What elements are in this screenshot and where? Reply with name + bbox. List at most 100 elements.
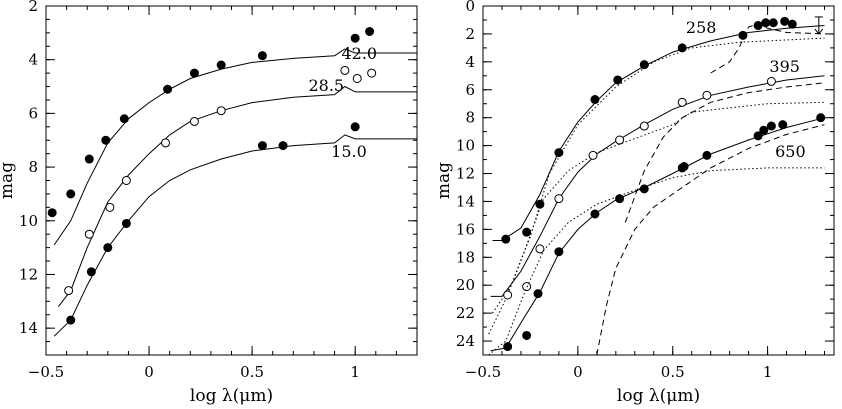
open-point bbox=[352, 73, 362, 83]
open-point bbox=[677, 97, 687, 107]
y-tick-label: 4 bbox=[465, 53, 475, 71]
filled-point bbox=[590, 95, 600, 105]
filled-point bbox=[257, 51, 267, 61]
filled-point bbox=[753, 131, 763, 141]
y-tick-label: 10 bbox=[456, 137, 475, 155]
y-tick-label: 12 bbox=[19, 265, 38, 283]
x-axis-label: log λ(μm) bbox=[190, 386, 273, 406]
y-tick-label: 4 bbox=[28, 51, 38, 69]
model-curve-15.0 bbox=[53, 134, 417, 337]
filled-point bbox=[119, 114, 129, 124]
dotted-model-395 bbox=[488, 101, 825, 335]
y-tick-label: 6 bbox=[28, 104, 38, 122]
open-point bbox=[766, 76, 776, 86]
plot-area bbox=[47, 27, 417, 337]
filled-point bbox=[47, 208, 57, 218]
open-point bbox=[615, 135, 625, 145]
x-axis-label: log λ(μm) bbox=[617, 386, 700, 406]
filled-point bbox=[522, 227, 532, 237]
filled-point bbox=[66, 315, 76, 325]
filled-point bbox=[753, 21, 763, 31]
filled-point bbox=[613, 75, 623, 85]
open-point bbox=[503, 290, 513, 300]
y-tick-label: 0 bbox=[465, 0, 475, 15]
open-point bbox=[702, 90, 712, 100]
filled-point bbox=[278, 141, 288, 151]
y-tick-label: 10 bbox=[19, 212, 38, 230]
filled-point bbox=[189, 68, 199, 78]
open-point bbox=[639, 121, 649, 131]
curve-label: 258 bbox=[686, 18, 717, 37]
filled-point bbox=[365, 27, 375, 37]
y-tick-label: 2 bbox=[28, 0, 38, 15]
y-tick-label: 18 bbox=[456, 248, 475, 266]
x-tick-label: 0.5 bbox=[661, 363, 685, 381]
y-tick-label: 8 bbox=[28, 158, 38, 176]
y-tick-label: 20 bbox=[456, 276, 475, 294]
x-tick-label: 0.5 bbox=[240, 363, 264, 381]
filled-point bbox=[350, 33, 360, 43]
open-point bbox=[161, 138, 171, 148]
open-point bbox=[84, 229, 94, 239]
open-point bbox=[105, 202, 115, 212]
open-point bbox=[340, 65, 350, 75]
filled-point bbox=[257, 141, 267, 151]
filled-point bbox=[738, 30, 748, 40]
filled-point bbox=[677, 43, 687, 53]
open-point bbox=[189, 116, 199, 126]
filled-point bbox=[679, 162, 689, 172]
model-curve-395 bbox=[490, 75, 825, 297]
open-point bbox=[522, 282, 532, 292]
filled-point bbox=[768, 18, 778, 28]
y-tick-label: 16 bbox=[456, 220, 475, 238]
filled-point bbox=[533, 289, 543, 299]
filled-point bbox=[121, 218, 131, 228]
y-tick-label: 22 bbox=[456, 304, 475, 322]
filled-point bbox=[163, 84, 173, 94]
filled-point bbox=[66, 189, 76, 199]
curve-label: 28.5 bbox=[308, 76, 344, 95]
open-point bbox=[367, 68, 377, 78]
open-point bbox=[535, 244, 545, 254]
filled-point bbox=[787, 19, 797, 29]
filled-point bbox=[778, 120, 788, 130]
x-tick-label: 0 bbox=[573, 363, 583, 381]
y-tick-label: 2 bbox=[465, 25, 475, 43]
x-tick-label: −0.5 bbox=[28, 363, 64, 381]
filled-point bbox=[766, 121, 776, 131]
y-axis-label: mag bbox=[434, 162, 454, 199]
curve-label: 15.0 bbox=[331, 142, 367, 161]
filled-point bbox=[501, 234, 511, 244]
open-point bbox=[588, 150, 598, 160]
filled-point bbox=[759, 125, 769, 135]
filled-point bbox=[101, 135, 111, 145]
filled-point bbox=[522, 330, 532, 340]
filled-point bbox=[216, 60, 226, 70]
dotted-model-650 bbox=[488, 167, 825, 355]
filled-point bbox=[350, 122, 360, 132]
filled-point bbox=[590, 209, 600, 219]
x-tick-label: 0 bbox=[144, 363, 154, 381]
filled-point bbox=[780, 16, 790, 26]
y-tick-label: 14 bbox=[19, 319, 38, 337]
filled-point bbox=[639, 184, 649, 194]
filled-point bbox=[503, 342, 513, 352]
dashed-model-395 bbox=[624, 82, 825, 223]
filled-point bbox=[702, 150, 712, 160]
y-axis-label: mag bbox=[0, 162, 17, 199]
filled-point bbox=[816, 113, 826, 123]
open-point bbox=[554, 194, 564, 204]
plot-area bbox=[488, 16, 826, 355]
model-curve-42.0 bbox=[53, 48, 417, 246]
x-tick-label: 1 bbox=[350, 363, 360, 381]
upper-limit-arrow bbox=[814, 28, 824, 35]
curve-label: 395 bbox=[769, 57, 800, 76]
y-tick-label: 12 bbox=[456, 165, 475, 183]
dashed-model-258 bbox=[710, 23, 825, 74]
y-tick-label: 14 bbox=[456, 192, 475, 210]
filled-point bbox=[639, 60, 649, 70]
x-tick-label: −0.5 bbox=[465, 363, 501, 381]
model-curve-650 bbox=[490, 117, 825, 352]
